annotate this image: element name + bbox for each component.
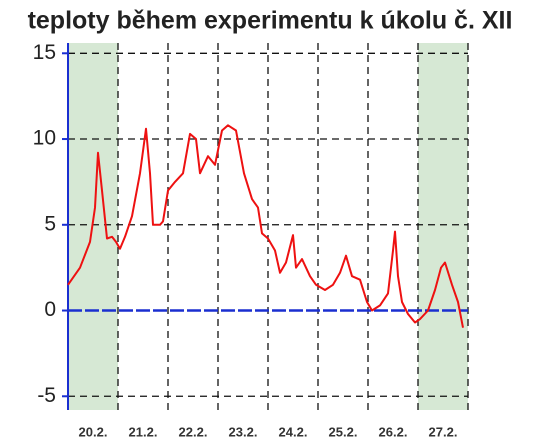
y-tick-label: 15 bbox=[33, 41, 56, 64]
y-tick-label: 0 bbox=[44, 298, 56, 321]
x-tick-label: 23.2. bbox=[229, 424, 258, 439]
y-tick-label: 10 bbox=[33, 127, 56, 150]
x-tick-label: 20.2. bbox=[79, 424, 108, 439]
weekend-shade bbox=[418, 43, 468, 410]
x-tick-label: 21.2. bbox=[129, 424, 158, 439]
y-tick-label: -5 bbox=[37, 384, 56, 407]
chart-title: teploty během experimentu k úkolu č. XII bbox=[28, 7, 513, 35]
x-tick-label: 22.2. bbox=[179, 424, 208, 439]
x-tick-label: 27.2. bbox=[429, 424, 458, 439]
x-tick-label: 24.2. bbox=[279, 424, 308, 439]
y-tick-label: 5 bbox=[44, 212, 56, 235]
x-tick-label: 25.2. bbox=[329, 424, 358, 439]
temperature-line bbox=[67, 124, 464, 328]
x-tick-label: 26.2. bbox=[379, 424, 408, 439]
